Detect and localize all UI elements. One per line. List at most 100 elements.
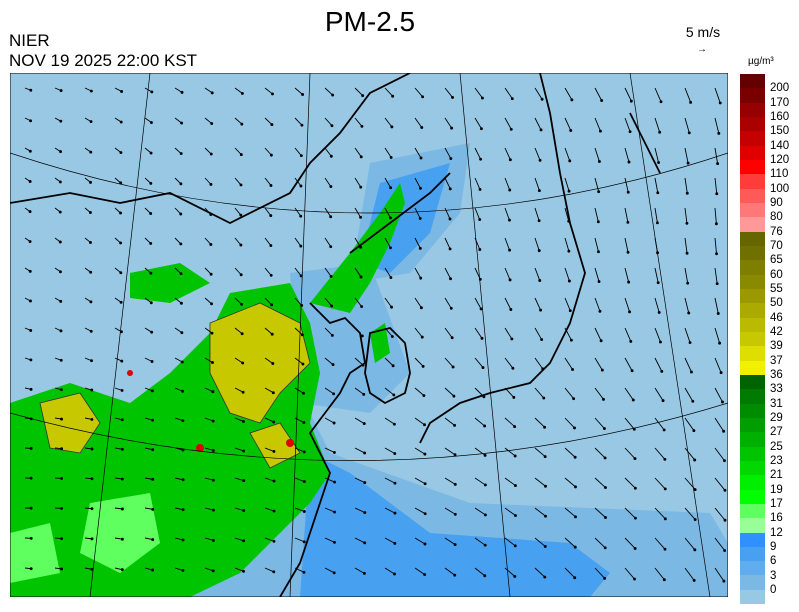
- wind-arrow-head: [543, 545, 547, 548]
- wind-arrow-head: [272, 509, 276, 513]
- wind-arrow: [714, 447, 725, 461]
- wind-arrow-head: [507, 218, 511, 222]
- wind-arrow-head: [569, 129, 573, 132]
- wind-arrows: [24, 87, 727, 583]
- wind-arrow-head: [149, 212, 153, 215]
- legend-label: 170: [770, 96, 790, 109]
- wind-arrow: [444, 447, 456, 456]
- timestamp-label: NOV 19 2025 22:00 KST: [9, 51, 198, 70]
- wind-arrow-head: [120, 359, 124, 363]
- wind-arrow-head: [120, 507, 124, 511]
- wind-arrow-head: [149, 151, 153, 155]
- legend-color-box: [740, 317, 765, 332]
- wind-arrow-head: [330, 304, 334, 308]
- wind-arrow-head: [573, 545, 577, 549]
- wind-arrow-head: [509, 127, 513, 131]
- wind-arrow: [654, 207, 658, 223]
- wind-arrow-head: [420, 335, 424, 339]
- legend-color-box: [740, 202, 765, 218]
- wind-arrow-head: [603, 486, 607, 489]
- wind-arrow-head: [331, 363, 335, 367]
- wind-arrow-head: [628, 310, 632, 314]
- wind-arrow-head: [181, 389, 185, 393]
- wind-arrow: [594, 237, 599, 252]
- wind-arrow: [474, 507, 486, 516]
- wind-arrow-head: [513, 484, 517, 488]
- wind-arrow-head: [633, 486, 637, 490]
- wind-arrow: [204, 237, 212, 245]
- wind-arrow-head: [272, 570, 276, 574]
- wind-arrow: [564, 297, 571, 311]
- wind-arrow-head: [421, 95, 425, 99]
- legend-label: 25: [770, 440, 783, 453]
- wind-arrow: [624, 417, 635, 430]
- wind-arrow: [534, 327, 543, 340]
- wind-arrow: [684, 237, 688, 254]
- wind-arrow: [474, 327, 483, 339]
- wind-arrow-head: [302, 570, 306, 574]
- legend-label: 19: [770, 483, 783, 496]
- wind-arrow: [444, 477, 456, 485]
- wind-arrow: [324, 177, 332, 187]
- wind-arrow: [294, 267, 302, 277]
- wind-arrow: [654, 147, 660, 163]
- wind-arrow-head: [212, 508, 215, 512]
- wind-arrow: [354, 447, 365, 454]
- legend-label: 31: [770, 397, 783, 410]
- wind-arrow: [384, 207, 391, 219]
- wind-arrow: [234, 207, 242, 216]
- wind-arrow: [654, 537, 666, 550]
- legend-color-box: [740, 489, 765, 504]
- wind-arrow: [474, 87, 483, 99]
- wind-arrow-head: [626, 250, 630, 254]
- wind-arrow: [714, 117, 720, 134]
- wind-arrow: [564, 357, 573, 370]
- wind-arrow-head: [483, 453, 487, 457]
- wind-arrow: [714, 507, 726, 521]
- wind-arrow: [384, 117, 393, 128]
- wind-arrow-head: [599, 339, 603, 343]
- wind-arrow-head: [242, 569, 245, 573]
- wind-arrow: [444, 177, 451, 190]
- wind-arrow-head: [151, 568, 155, 572]
- wind-arrow: [414, 117, 423, 128]
- wind-arrow: [294, 237, 302, 247]
- wind-arrow-head: [480, 96, 484, 100]
- wind-arrow: [414, 447, 426, 455]
- wind-arrow-head: [716, 312, 720, 315]
- wind-arrow: [264, 507, 275, 512]
- wind-arrow: [384, 297, 392, 308]
- legend-label: 200: [770, 82, 790, 95]
- wind-arrow: [234, 477, 244, 482]
- wind-arrow-head: [627, 280, 631, 284]
- legend-label: 110: [770, 168, 789, 181]
- wind-arrow: [624, 207, 629, 223]
- wind-arrow: [324, 477, 335, 483]
- wind-arrow-head: [419, 306, 423, 310]
- wind-arrow-head: [299, 184, 303, 188]
- wind-arrow-head: [421, 364, 425, 368]
- wind-arrow-head: [480, 336, 484, 340]
- wind-arrow: [654, 357, 663, 372]
- wind-arrow: [654, 567, 665, 580]
- wind-arrow: [264, 327, 273, 335]
- wind-arrow-head: [149, 181, 153, 185]
- wind-arrow: [294, 447, 305, 453]
- wind-arrow: [294, 477, 305, 482]
- wind-arrow-head: [120, 537, 124, 541]
- wind-arrow-head: [241, 390, 245, 394]
- wind-arrow-head: [242, 479, 246, 483]
- wind-arrow-head: [150, 360, 154, 363]
- wind-arrow: [474, 357, 484, 368]
- wind-arrow-head: [391, 364, 395, 368]
- wind-arrow-head: [272, 539, 276, 543]
- wind-arrow-head: [573, 455, 577, 459]
- wind-arrow: [234, 447, 244, 452]
- legend-label: 46: [770, 311, 783, 324]
- legend-color-box: [740, 460, 765, 476]
- wind-arrow: [354, 87, 363, 96]
- wind-arrow: [594, 87, 603, 101]
- wind-arrow: [444, 117, 453, 129]
- wind-arrow: [414, 507, 426, 515]
- wind-arrow: [654, 237, 659, 253]
